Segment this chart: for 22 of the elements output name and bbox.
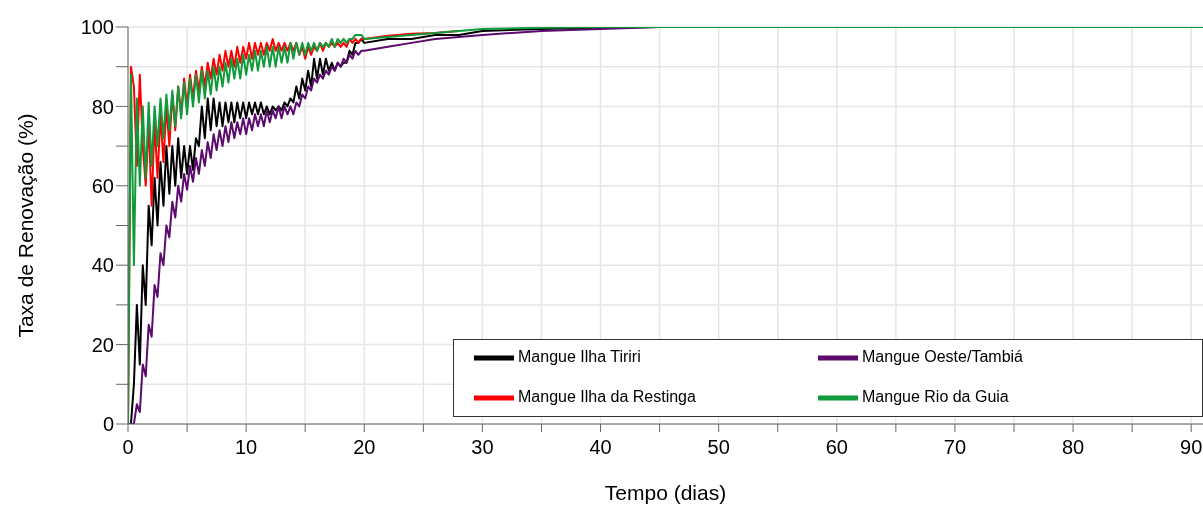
- y-tick-label: 60: [91, 174, 114, 197]
- x-tick-label: 60: [825, 436, 848, 459]
- x-tick-label: 30: [471, 436, 494, 459]
- legend-label: Mangue Oeste/Tambiá: [862, 348, 1024, 367]
- x-tick-label: 70: [943, 436, 967, 459]
- y-tick-label: 40: [91, 254, 114, 277]
- x-axis-title: Tempo (dias): [604, 481, 727, 504]
- legend-label: Mangue Ilha da Restinga: [518, 388, 697, 407]
- y-tick-label: 80: [91, 95, 114, 118]
- y-tick-label: 20: [91, 333, 114, 356]
- y-tick-label: 0: [102, 413, 114, 436]
- y-axis-title: Taxa de Renovação (%): [14, 113, 38, 338]
- x-tick-label: 40: [589, 436, 612, 459]
- x-tick-label: 0: [122, 436, 134, 459]
- legend-label: Mangue Rio da Guia: [862, 388, 1010, 407]
- x-tick-label: 50: [707, 436, 730, 459]
- y-tick-label: 100: [80, 16, 114, 39]
- x-tick-label: 20: [353, 436, 376, 459]
- x-tick-label: 80: [1061, 436, 1085, 459]
- legend-label: Mangue Ilha Tiriri: [518, 348, 642, 367]
- x-tick-label: 10: [235, 436, 258, 459]
- x-tick-label: 90: [1180, 436, 1203, 459]
